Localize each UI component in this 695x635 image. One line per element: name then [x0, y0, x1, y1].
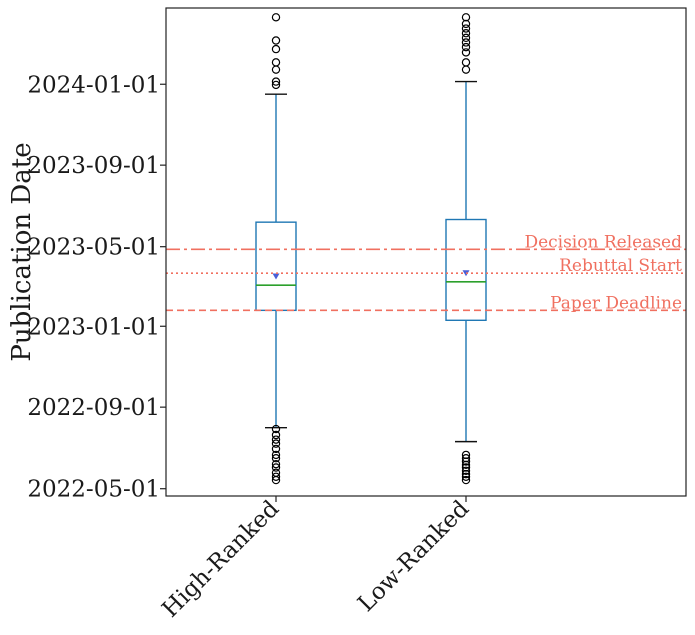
outlier-point: [461, 48, 471, 57]
outlier-point: [271, 472, 281, 481]
y-tick-label: 2023-01-01: [27, 314, 160, 340]
outlier-point: [461, 475, 471, 485]
outlier-point: [271, 77, 281, 86]
y-axis-title: Publication Date: [7, 142, 37, 361]
outlier-point: [461, 58, 471, 67]
y-tick-label: 2022-09-01: [27, 395, 160, 421]
outlier-point: [271, 459, 281, 469]
reference-line-label: Rebuttal Start: [559, 256, 682, 276]
plot-frame: [165, 7, 687, 497]
outlier-point: [271, 58, 281, 67]
reference-line-label: Decision Released: [524, 232, 682, 252]
outlier-point: [461, 454, 471, 463]
x-tick-label: Low-Ranked: [353, 496, 474, 617]
outlier-point: [271, 435, 281, 444]
reference-lines: Decision Released Rebuttal Start Paper Dea…: [166, 232, 686, 313]
outlier-point: [271, 439, 281, 448]
outlier-point: [271, 424, 281, 434]
outlier-point: [461, 450, 471, 460]
outlier-point: [461, 463, 471, 472]
outlier-point: [461, 33, 471, 43]
mean-marker: [272, 273, 280, 280]
outlier-point: [271, 468, 281, 477]
reference-line-label: Paper Deadline: [550, 293, 682, 313]
iqr-box: [255, 221, 297, 312]
outlier-point: [461, 42, 471, 52]
iqr-box: [445, 218, 487, 321]
outlier-point: [461, 466, 471, 476]
outlier-point: [461, 13, 471, 22]
outlier-point: [271, 13, 281, 22]
outlier-point: [461, 24, 471, 33]
y-tick-label: 2022-05-01: [27, 477, 160, 503]
outlier-point: [271, 44, 281, 54]
outlier-point: [271, 36, 281, 45]
y-tick-label: 2024-01-01: [27, 72, 160, 98]
axes: 2022-05-01 2022-09-01 2023-01-01 2023-05-01…: [27, 7, 687, 623]
box-group-low-ranked: [445, 13, 487, 485]
outlier-point: [271, 444, 281, 454]
outlier-point: [271, 463, 281, 472]
y-tick-label: 2023-05-01: [27, 235, 160, 261]
outlier-point: [271, 454, 281, 463]
x-tick-label: High-Ranked: [157, 496, 284, 623]
outlier-point: [461, 28, 471, 38]
outlier-point: [271, 450, 281, 460]
y-tick-label: 2023-09-01: [27, 153, 160, 179]
outlier-point: [461, 472, 471, 481]
outlier-point: [461, 65, 471, 74]
outlier-point: [271, 80, 281, 90]
outlier-point: [461, 38, 471, 47]
outlier-point: [271, 65, 281, 74]
outlier-point: [271, 430, 281, 440]
